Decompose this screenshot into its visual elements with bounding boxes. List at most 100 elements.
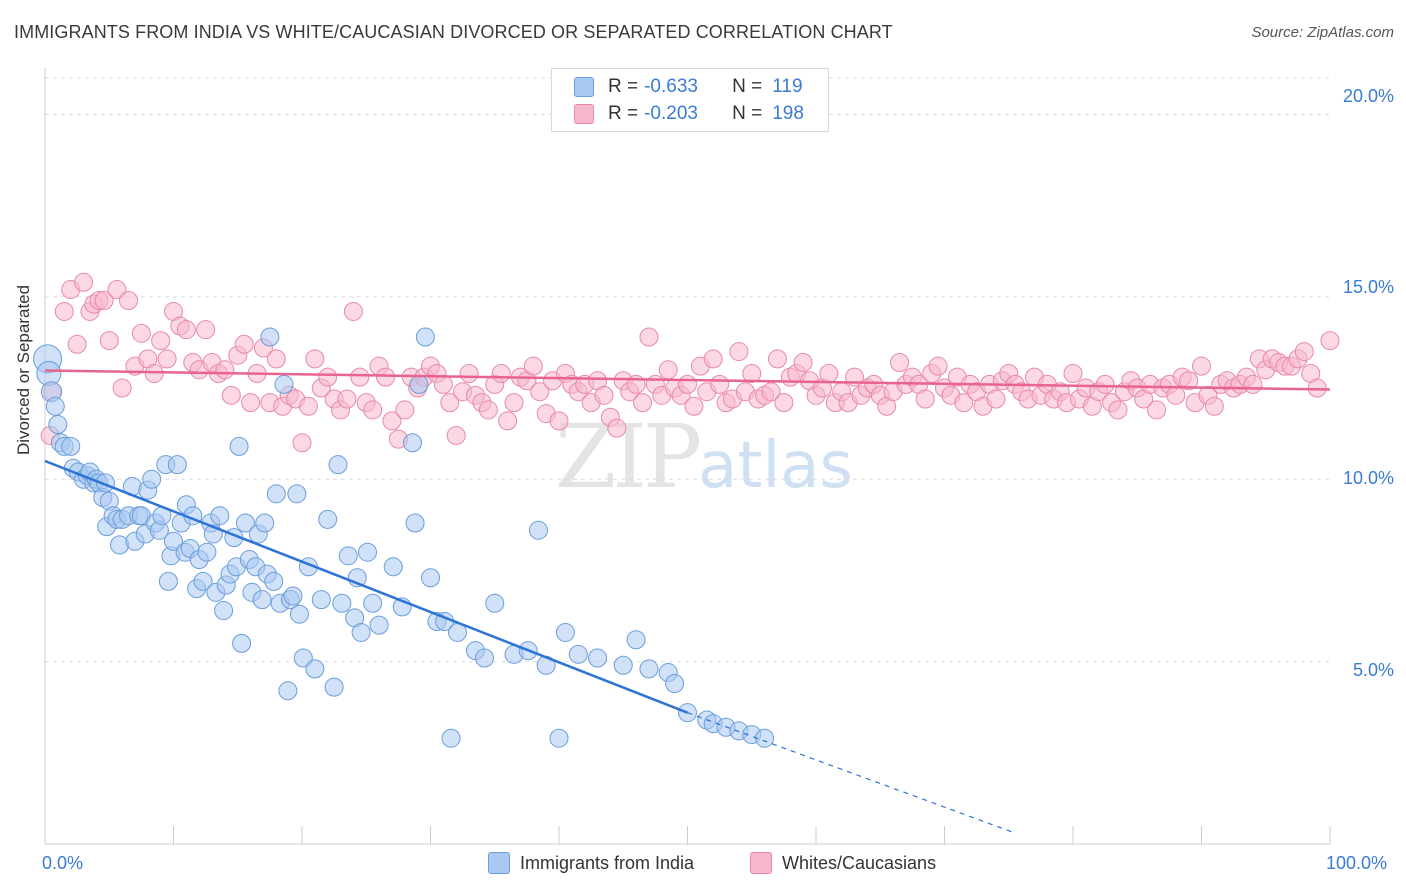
data-point-whites [67,334,87,354]
data-point-india [568,644,588,664]
x-tick-label-max: 100.0% [1326,853,1388,873]
data-point-whites [1204,396,1224,416]
data-point-india [318,509,338,529]
data-point-india [255,513,275,533]
data-point-india [142,469,162,489]
data-point-whites [318,367,338,387]
data-point-india [167,455,187,475]
data-point-whites [176,320,196,340]
data-point-india [278,681,298,701]
data-point-whites [491,363,511,383]
data-point-india [324,677,344,697]
data-point-whites [131,323,151,343]
data-point-whites [729,342,749,362]
data-point-whites [99,331,119,351]
data-point-whites [658,360,678,380]
data-point-india [626,630,646,650]
watermark: ZIPatlas [555,405,853,508]
data-point-whites [363,400,383,420]
data-point-whites [107,280,127,300]
data-point-whites [1147,400,1167,420]
data-point-india [48,415,68,435]
data-point-whites [498,411,518,431]
stats-legend-row-white: R = -0.203 N = 198 [574,100,804,128]
data-point-india [363,593,383,613]
data-point-india [369,615,389,635]
data-point-india [252,590,272,610]
data-point-india [474,648,494,668]
data-point-india [214,601,234,621]
data-point-whites [266,349,286,369]
data-point-india [61,436,81,456]
y-tick-label-10: 10.0% [1342,468,1394,488]
data-point-whites [94,291,114,311]
x-tick-label-min: 0.0% [42,853,84,873]
data-point-whites [151,331,171,351]
data-point-whites [1063,363,1083,383]
legend-label-white: Whites/Caucasians [782,852,937,873]
data-point-whites [241,393,261,413]
data-point-whites [298,396,318,416]
data-point-whites [343,301,363,321]
data-point-india [289,604,309,624]
data-point-india [383,557,403,577]
data-point-india [293,648,313,668]
data-point-india [555,622,575,642]
data-point-whites [54,301,74,321]
data-point-whites [819,363,839,383]
data-point-india [229,436,249,456]
legend-item-white[interactable]: Whites/Caucasians [750,852,936,874]
data-point-whites [395,400,415,420]
data-point-india [528,520,548,540]
data-point-whites [1192,356,1211,376]
data-point-india [311,590,331,610]
data-point-india [755,728,775,748]
data-point-india [266,484,286,504]
data-point-whites [678,374,697,394]
data-point-whites [112,378,132,398]
trend-line-whites [44,369,1331,391]
data-point-whites [305,349,325,369]
data-point-india [338,546,358,566]
data-point-whites [954,393,974,413]
n-value: 119 [772,76,803,97]
data-point-whites [504,393,524,413]
data-point-whites [549,411,569,431]
legend-swatch-white [750,852,772,874]
r-label: R = [608,103,639,124]
stats-legend: R = -0.633 N = 119 R = -0.203 N = 198 [551,68,829,132]
data-point-whites [742,363,762,383]
data-point-whites [890,353,910,373]
legend-item-india[interactable]: Immigrants from India [488,852,694,874]
trend-line-india [44,459,688,714]
data-point-india [485,593,505,613]
data-point-india [549,728,569,748]
y-tick-label-20: 20.0% [1342,86,1394,106]
source-label: Source: ZipAtlas.com [1251,24,1394,41]
data-point-whites [774,393,794,413]
data-point-whites [703,349,723,369]
data-point-whites [767,349,787,369]
data-point-india [639,659,659,679]
data-point-whites [478,400,498,420]
data-point-whites [234,334,254,354]
data-point-whites [292,433,312,453]
data-point-india [665,674,685,694]
data-point-whites [157,349,177,369]
stats-legend-row-india: R = -0.633 N = 119 [574,73,803,101]
chart-title: IMMIGRANTS FROM INDIA VS WHITE/CAUCASIAN… [14,22,893,42]
india-swatch [574,77,594,97]
y-tick-label-5: 5.0% [1352,660,1394,680]
trend-line-india-extension [687,712,1016,834]
data-point-whites [915,389,935,409]
data-point-whites [594,385,614,405]
data-point-india [405,513,425,533]
data-point-india [264,571,284,591]
data-point-whites [337,389,357,409]
data-point-india [45,396,65,416]
r-value: -0.633 [644,76,698,97]
legend-label-india: Immigrants from India [520,852,695,873]
watermark-zip: ZIP [555,405,702,508]
data-point-whites [119,291,139,311]
